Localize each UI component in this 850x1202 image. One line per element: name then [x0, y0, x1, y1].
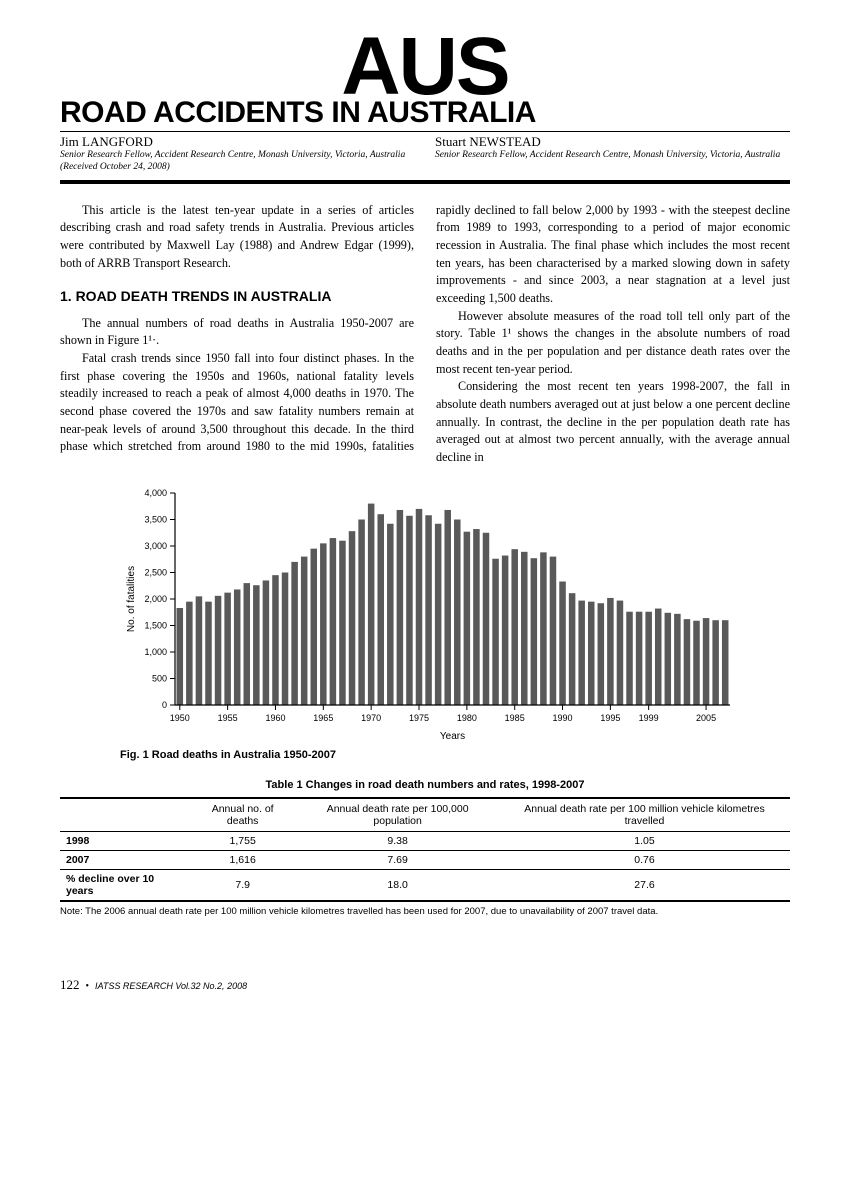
author-1: Jim LANGFORD Senior Research Fellow, Acc…	[60, 134, 415, 174]
author-first: Stuart	[435, 134, 466, 149]
svg-text:1960: 1960	[265, 713, 285, 723]
svg-text:500: 500	[152, 673, 167, 683]
body-para-3: However absolute measures of the road to…	[436, 308, 790, 379]
table-header-cell	[60, 798, 189, 832]
table-cell: % decline over 10 years	[60, 869, 189, 901]
table-cell: 1998	[60, 831, 189, 850]
svg-text:1985: 1985	[505, 713, 525, 723]
svg-text:2,000: 2,000	[144, 594, 167, 604]
table-row: 19981,7559.381.05	[60, 831, 790, 850]
svg-text:1955: 1955	[218, 713, 238, 723]
svg-text:1990: 1990	[553, 713, 573, 723]
svg-text:1999: 1999	[639, 713, 659, 723]
article-title: ROAD ACCIDENTS IN AUSTRALIA	[60, 96, 790, 132]
svg-text:1975: 1975	[409, 713, 429, 723]
table-cell: 9.38	[296, 831, 499, 850]
table-cell: 1,616	[189, 850, 296, 869]
svg-text:2,500: 2,500	[144, 567, 167, 577]
author-last: NEWSTEAD	[469, 134, 541, 149]
table-cell: 1,755	[189, 831, 296, 850]
author-affil: Senior Research Fellow, Accident Researc…	[60, 150, 415, 162]
table-1-note: Note: The 2006 annual death rate per 100…	[60, 906, 790, 917]
author-2: Stuart NEWSTEAD Senior Research Fellow, …	[435, 134, 790, 174]
table-cell: 27.6	[499, 869, 790, 901]
table-cell: 2007	[60, 850, 189, 869]
table-header-cell: Annual no. of deaths	[189, 798, 296, 832]
svg-text:3,500: 3,500	[144, 514, 167, 524]
section-1-heading: 1. ROAD DEATH TRENDS IN AUSTRALIA	[60, 286, 414, 306]
journal-ref: IATSS RESEARCH Vol.32 No.2, 2008	[95, 981, 247, 991]
table-header-cell: Annual death rate per 100 million vehicl…	[499, 798, 790, 832]
svg-text:1965: 1965	[313, 713, 333, 723]
svg-text:1970: 1970	[361, 713, 381, 723]
table-cell: 7.9	[189, 869, 296, 901]
table-row: 20071,6167.690.76	[60, 850, 790, 869]
body-para-4: Considering the most recent ten years 19…	[436, 378, 790, 466]
svg-text:No. of fatalities: No. of fatalities	[126, 566, 137, 632]
table-1: Annual no. of deathsAnnual death rate pe…	[60, 797, 790, 902]
svg-text:0: 0	[162, 700, 167, 710]
table-row: % decline over 10 years7.918.027.6	[60, 869, 790, 901]
bar-chart-svg: 0 500 1,000 1,500 2,000 2,500 3,000 3,500 4,000 1…	[120, 483, 740, 743]
svg-text:1,000: 1,000	[144, 647, 167, 657]
svg-text:1980: 1980	[457, 713, 477, 723]
figure-1-caption: Fig. 1 Road deaths in Australia 1950-200…	[120, 749, 790, 761]
svg-text:1,500: 1,500	[144, 620, 167, 630]
author-first: Jim	[60, 134, 79, 149]
footer-bullet: •	[86, 981, 90, 992]
svg-text:1995: 1995	[600, 713, 620, 723]
author-received: (Received October 24, 2008)	[60, 162, 415, 174]
author-affil: Senior Research Fellow, Accident Researc…	[435, 150, 790, 162]
svg-text:3,000: 3,000	[144, 541, 167, 551]
page-number: 122	[60, 977, 80, 993]
svg-text:1950: 1950	[170, 713, 190, 723]
table-cell: 0.76	[499, 850, 790, 869]
table-cell: 7.69	[296, 850, 499, 869]
svg-text:4,000: 4,000	[144, 488, 167, 498]
author-last: LANGFORD	[82, 134, 153, 149]
table-cell: 18.0	[296, 869, 499, 901]
table-cell: 1.05	[499, 831, 790, 850]
table-1-caption: Table 1 Changes in road death numbers an…	[60, 779, 790, 791]
figure-1-chart: 0 500 1,000 1,500 2,000 2,500 3,000 3,500 4,000 1…	[120, 483, 750, 743]
page-footer: 122 • IATSS RESEARCH Vol.32 No.2, 2008	[60, 977, 790, 993]
body-para-1: The annual numbers of road deaths in Aus…	[60, 315, 414, 350]
svg-text:2005: 2005	[696, 713, 716, 723]
intro-para: This article is the latest ten-year upda…	[60, 202, 414, 273]
table-header-cell: Annual death rate per 100,000 population	[296, 798, 499, 832]
authors-block: Jim LANGFORD Senior Research Fellow, Acc…	[60, 132, 790, 184]
country-code: AUS	[60, 30, 790, 104]
svg-text:Years: Years	[440, 731, 465, 742]
body-text: This article is the latest ten-year upda…	[60, 202, 790, 467]
